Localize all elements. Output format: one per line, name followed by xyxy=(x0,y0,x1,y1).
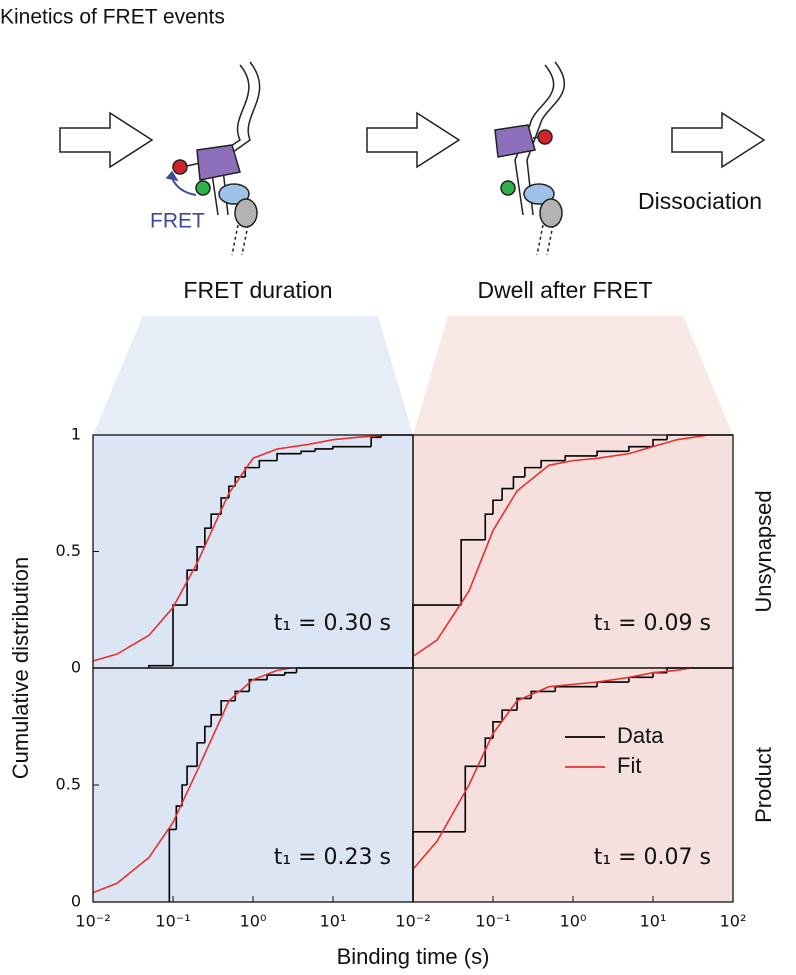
data-step xyxy=(248,678,268,692)
data-step xyxy=(204,527,212,547)
zoom-band xyxy=(413,316,733,435)
stage-label: Dwell after FRET xyxy=(477,277,652,303)
x-axis-label: Binding time (s) xyxy=(337,944,490,969)
dissociation-label: Dissociation xyxy=(638,188,762,214)
data-step xyxy=(540,459,566,468)
annotation: t₁ = 0.07 s xyxy=(594,845,711,870)
data-step xyxy=(524,466,542,477)
fit-curve xyxy=(412,667,692,870)
data-step xyxy=(512,476,525,489)
x-tick-label: 10⁻² xyxy=(75,912,110,931)
legend-label: Fit xyxy=(617,753,641,778)
legend-label: Data xyxy=(617,723,664,748)
figure-title: Kinetics of FRET events xyxy=(0,6,225,29)
y-tick-label: 0.5 xyxy=(56,541,81,560)
molecule-fret xyxy=(165,61,261,256)
x-tick-label: 10⁰ xyxy=(240,912,267,931)
row-label: Unsynapsed xyxy=(751,490,776,612)
data-step xyxy=(300,450,316,454)
data-step xyxy=(186,765,198,785)
y-axis-label: Cumulative distribution xyxy=(8,557,33,780)
data-step xyxy=(168,828,177,902)
y-tick-label: 1 xyxy=(71,425,81,444)
stage-label: FRET duration xyxy=(183,277,332,303)
row-label: Product xyxy=(751,747,776,823)
data-step xyxy=(492,499,503,515)
data-step xyxy=(196,742,205,767)
data-step xyxy=(370,436,382,447)
x-tick-label: 10² xyxy=(720,912,747,931)
annotation: t₁ = 0.30 s xyxy=(274,611,391,636)
y-tick-label: 0.5 xyxy=(56,775,81,794)
panel-background xyxy=(93,435,413,668)
data-step xyxy=(596,450,629,456)
fit-curve xyxy=(92,667,292,894)
data-step xyxy=(210,513,222,529)
fit-curve xyxy=(92,434,389,662)
y-tick-label: 0 xyxy=(71,892,81,911)
data-step xyxy=(172,604,188,666)
arrow xyxy=(59,111,154,169)
data-step xyxy=(204,725,212,743)
data-step xyxy=(234,690,250,701)
fret-label: FRET xyxy=(150,210,205,233)
annotation: t₁ = 0.09 s xyxy=(594,611,711,636)
data-step xyxy=(332,445,372,449)
data-step xyxy=(148,664,173,668)
data-step xyxy=(516,697,532,711)
data-step xyxy=(244,466,260,477)
panel-background xyxy=(413,435,733,668)
annotation: t₁ = 0.23 s xyxy=(274,845,391,870)
data-step xyxy=(484,513,493,540)
data-step xyxy=(220,699,236,715)
data-step xyxy=(284,671,297,676)
data-step xyxy=(628,445,653,452)
data-step xyxy=(564,455,598,461)
data-step xyxy=(652,438,668,447)
molecule-after xyxy=(494,61,565,256)
data-step xyxy=(530,690,556,699)
data-step xyxy=(501,487,514,501)
arrow xyxy=(366,111,461,169)
x-tick-label: 10⁻² xyxy=(395,912,430,931)
zoom-band xyxy=(93,316,413,435)
panel-background xyxy=(93,668,413,902)
data-step xyxy=(210,714,222,727)
fit-curve xyxy=(412,434,710,658)
data-step xyxy=(276,452,302,461)
x-tick-label: 10⁻¹ xyxy=(475,912,510,931)
data-step xyxy=(258,459,278,468)
y-tick-label: 0 xyxy=(71,658,81,677)
data-step xyxy=(464,765,486,832)
panel-background xyxy=(413,668,733,902)
x-tick-label: 10⁻¹ xyxy=(155,912,190,931)
x-tick-label: 10¹ xyxy=(320,912,347,931)
data-step xyxy=(460,539,486,606)
data-step xyxy=(501,709,518,722)
data-step xyxy=(181,784,188,807)
arrow xyxy=(671,111,766,169)
x-tick-label: 10⁰ xyxy=(560,912,587,931)
data-step xyxy=(314,448,333,452)
x-tick-label: 10¹ xyxy=(640,912,667,931)
